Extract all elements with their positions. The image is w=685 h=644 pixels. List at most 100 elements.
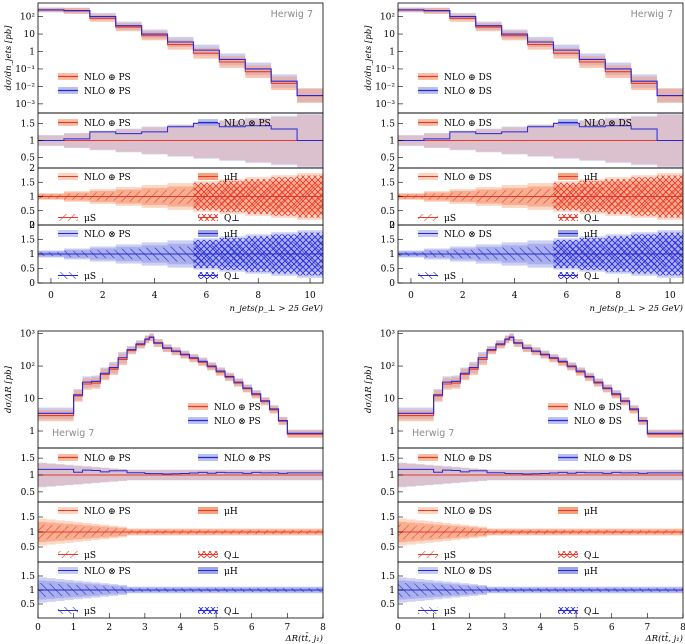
var-ytick-label: 0.5 [21, 265, 36, 275]
var-legend-label: Q⊥ [224, 551, 240, 561]
var-legend-label: Q⊥ [584, 551, 600, 561]
var-legend-label: μS [444, 607, 456, 617]
var-ytick-label: 0.5 [381, 207, 396, 217]
ytick-label: 1 [29, 47, 35, 57]
y-axis-label: dσ/ΔR [pb] [4, 365, 14, 413]
var-ytick-label: 1 [389, 528, 395, 538]
var-legend-label: μS [84, 551, 96, 561]
var-ytick-label: 1.5 [381, 236, 396, 246]
xtick-label: 0 [408, 291, 414, 301]
var-legend-label: μH [584, 507, 598, 517]
var-ytick-label: 0.5 [21, 207, 36, 217]
ratio-legend-label: NLO ⊗ DS [584, 119, 632, 129]
ytick-label: 10⁻¹ [375, 65, 395, 75]
xtick-label: 6 [204, 291, 210, 301]
xtick-label: 6 [564, 291, 570, 301]
var-legend-label: NLO ⊗ PS [84, 567, 131, 577]
ytick-label: 10⁻¹ [15, 65, 35, 75]
ratio-line-otimes [398, 468, 683, 475]
ytick-label: 10⁻³ [375, 100, 395, 110]
var-legend-label: μH [584, 173, 598, 183]
var-legend-label: μS [84, 214, 96, 224]
generator-label: Herwig 7 [631, 9, 673, 20]
xtick-label: 4 [178, 623, 184, 633]
legend-label: NLO ⊕ DS [444, 73, 492, 83]
var-legend-label: Q⊥ [584, 272, 600, 282]
var-legend-label: NLO ⊗ PS [84, 230, 131, 240]
x-axis-label: n_jets(p_⊥ > 25 GeV) [230, 303, 324, 314]
xtick-label: 8 [255, 291, 261, 301]
ratio-ytick-label: 1.5 [21, 454, 36, 464]
ratio-legend-label: NLO ⊕ DS [444, 454, 492, 464]
var-legend-label: μS [444, 551, 456, 561]
ratio-ytick-label: 0.5 [381, 488, 396, 498]
var-legend-label: NLO ⊕ PS [84, 507, 131, 517]
xtick-label: 6 [249, 623, 255, 633]
var-legend-label: μH [224, 173, 238, 183]
xtick-label: 5 [573, 623, 579, 633]
main-line-otimes [38, 9, 323, 97]
xtick-label: 2 [100, 291, 106, 301]
var-legend-label: Q⊥ [584, 607, 600, 617]
ratio-legend-label: NLO ⊗ PS [224, 119, 271, 129]
xtick-label: 0 [48, 291, 54, 301]
generator-label: Herwig 7 [52, 428, 94, 439]
ratio-ytick-label: 1 [389, 471, 395, 481]
var-legend-label: Q⊥ [224, 272, 240, 282]
ratio-legend-label: NLO ⊕ PS [84, 119, 131, 129]
xtick-label: 7 [285, 623, 291, 633]
xtick-label: 4 [512, 291, 518, 301]
xtick-label: 1 [71, 623, 77, 633]
xtick-label: 0 [395, 623, 401, 633]
generator-label: Herwig 7 [412, 428, 454, 439]
var-ytick-label: 1 [29, 586, 35, 596]
xtick-label: 3 [502, 623, 508, 633]
var-ytick-label: 2 [29, 221, 35, 231]
var-ytick-label: 1.5 [21, 236, 36, 246]
ratio-legend-label: NLO ⊕ PS [84, 454, 131, 464]
var-legend-label: NLO ⊗ DS [444, 230, 492, 240]
ytick-label: 10² [20, 362, 35, 372]
var-ytick-label: 1.5 [21, 178, 36, 188]
var-ytick-label: 1 [29, 193, 35, 203]
var-legend-label: μS [84, 272, 96, 282]
xtick-label: 4 [538, 623, 544, 633]
ratio-ytick-label: 0.5 [381, 154, 396, 164]
ytick-label: 1 [389, 427, 395, 437]
var-ytick-label: 0 [389, 221, 395, 231]
y-axis-label: dσ/dn_jets [pb] [4, 25, 14, 91]
ratio-ytick-label: 1 [389, 137, 395, 147]
var-legend-label: μH [224, 507, 238, 517]
var-legend-label: μH [584, 567, 598, 577]
legend-label: NLO ⊗ PS [214, 417, 261, 427]
var-ytick-label: 0 [389, 279, 395, 289]
generator-label: Herwig 7 [271, 9, 313, 20]
ratio-ytick-label: 1.5 [21, 119, 36, 129]
xtick-label: 8 [680, 623, 685, 633]
var-legend-label: μH [224, 230, 238, 240]
ytick-label: 1 [29, 427, 35, 437]
xtick-label: 5 [213, 623, 219, 633]
var-ytick-label: 1.5 [381, 572, 396, 582]
ratio-ytick-label: 1 [29, 137, 35, 147]
var-legend-label: Q⊥ [224, 607, 240, 617]
ytick-label: 10³ [380, 330, 395, 340]
var-ytick-label: 0.5 [381, 265, 396, 275]
var-legend-label: NLO ⊕ PS [84, 173, 131, 183]
ytick-label: 10 [384, 395, 396, 405]
ytick-label: 10 [384, 30, 396, 40]
ratio-legend-label: NLO ⊗ DS [584, 454, 632, 464]
xtick-label: 6 [609, 623, 615, 633]
ratio-ytick-label: 1 [29, 471, 35, 481]
var-ytick-label: 1 [29, 250, 35, 260]
var-legend-label: μS [444, 272, 456, 282]
var-legend-label: Q⊥ [224, 214, 240, 224]
var-ytick-label: 2 [29, 164, 35, 174]
xtick-label: 10 [664, 291, 676, 301]
var-legend-label: μS [444, 214, 456, 224]
ratio-ytick-label: 1.5 [381, 119, 396, 129]
var-ytick-label: 0.5 [381, 600, 396, 610]
